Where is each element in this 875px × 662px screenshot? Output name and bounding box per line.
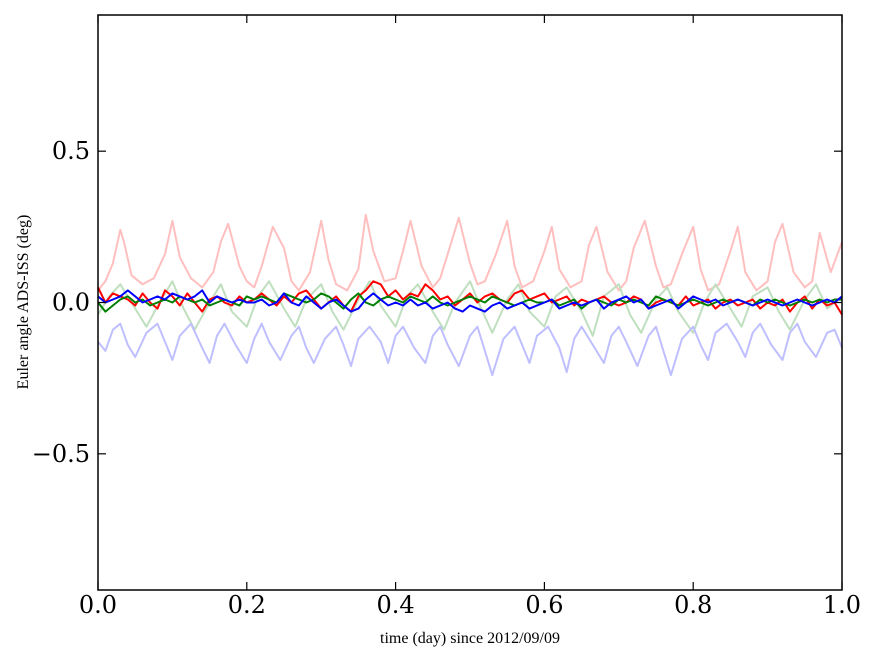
x-tick-label: 0.0 (79, 591, 117, 619)
y-axis-label: Euler angle ADS-ISS (deg) (15, 215, 32, 390)
series-line-6 (97, 289, 843, 313)
y-tick-label: −0.5 (32, 440, 90, 468)
x-axis-label: time (day) since 2012/09/09 (380, 630, 560, 647)
y-tick-label: 0.5 (52, 137, 90, 165)
x-tick-label: 0.6 (525, 591, 563, 619)
series-line-2 (97, 280, 843, 337)
y-tick-label: 0.0 (52, 289, 90, 317)
x-tick-label: 1.0 (823, 591, 861, 619)
series-line-3 (97, 322, 843, 377)
ticks-layer: 0.0 0.2 0.4 0.6 0.8 1.0 0.5 0.0 −0.5 (32, 15, 861, 619)
x-tick-label: 0.4 (377, 591, 415, 619)
series-layer (97, 213, 843, 377)
x-tick-label: 0.2 (228, 591, 266, 619)
x-tick-label: 0.8 (674, 591, 712, 619)
series-line-1 (97, 213, 843, 292)
